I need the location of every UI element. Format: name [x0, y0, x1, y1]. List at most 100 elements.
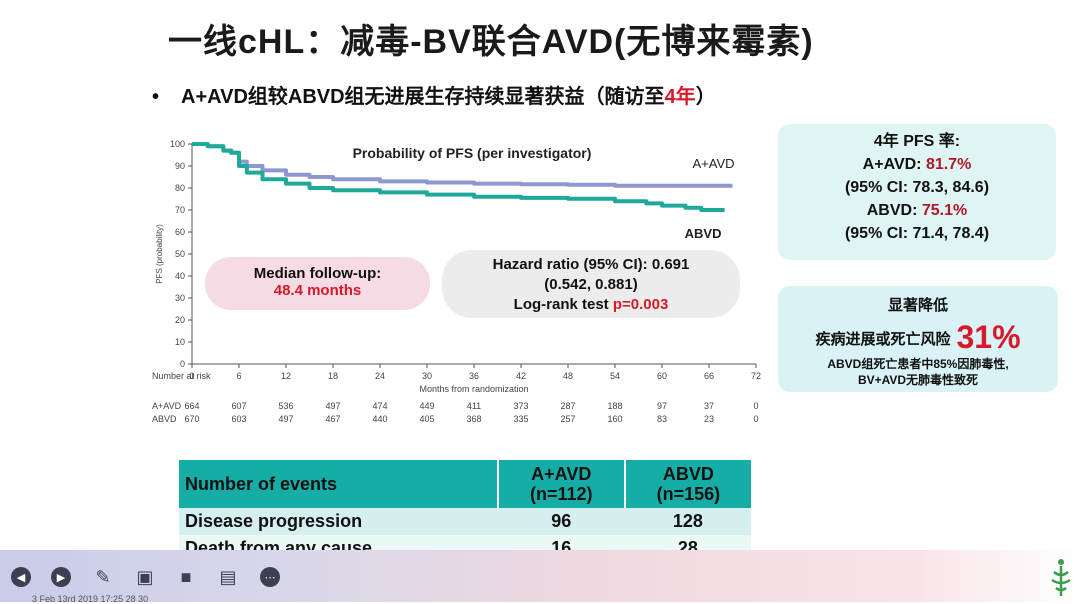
risk-box-note2: BV+AVD无肺毒性致死 — [857, 373, 979, 387]
x-tick-label: 66 — [704, 371, 714, 381]
table-row: Disease progression 96 128 — [179, 508, 751, 535]
events-header-row: Number of events A+AVD (n=112) ABVD (n=156… — [179, 460, 751, 508]
risk-count: 603 — [231, 414, 246, 424]
risk-count: 670 — [184, 414, 199, 424]
y-tick-label: 10 — [175, 337, 185, 347]
risk-count: 23 — [704, 414, 714, 424]
x-tick-label: 60 — [657, 371, 667, 381]
risk-count: 405 — [419, 414, 434, 424]
risk-count: 373 — [513, 401, 528, 411]
pfs-aavd-ci: (95% CI: 78.3, 84.6) — [844, 179, 990, 196]
bullet-highlight: 4年 — [664, 86, 696, 108]
events-col-abvd-n: (n=156) — [656, 484, 721, 504]
hazard-ratio-line1: Hazard ratio (95% CI): 0.691 — [492, 256, 690, 273]
pfs-box-title: 4年 PFS 率: — [873, 133, 961, 150]
x-tick-label: 48 — [563, 371, 573, 381]
events-header: Number of events — [179, 460, 498, 508]
y-tick-label: 90 — [175, 161, 185, 171]
risk-count: 497 — [278, 414, 293, 424]
y-tick-label: 0 — [180, 359, 185, 369]
subtitle-icon[interactable]: ▤ — [219, 567, 237, 587]
logrank-p: p=0.003 — [612, 296, 669, 313]
x-tick-label: 42 — [516, 371, 526, 381]
risk-count: 335 — [513, 414, 528, 424]
series-line-abvd — [192, 142, 725, 212]
risk-count: 37 — [704, 401, 714, 411]
risk-box-percent: 31% — [956, 319, 1021, 355]
x-tick-label: 18 — [328, 371, 338, 381]
risk-count: 368 — [466, 414, 481, 424]
x-tick-label: 12 — [281, 371, 291, 381]
logrank-line: Log-rank test p=0.003 — [442, 295, 740, 315]
y-axis-label: PFS (probability) — [155, 224, 164, 284]
pfs-aavd-line: A+AVD: 81.7% — [778, 153, 1056, 176]
events-col-aavd-n: (n=112) — [530, 484, 593, 504]
y-tick-label: 80 — [175, 183, 185, 193]
more-icon[interactable]: ⋯ — [259, 566, 281, 588]
risk-reduction-box: 显著降低 疾病进展或死亡风险 31% ABVD组死亡患者中85%因肺毒性, BV+… — [778, 286, 1058, 392]
chart-title: Probability of PFS (per investigator) — [353, 145, 592, 161]
risk-row-label: A+AVD — [152, 401, 182, 411]
median-followup-label: Median follow-up: — [253, 265, 382, 282]
x-axis-label: Months from randomization — [419, 384, 528, 394]
risk-count: 97 — [657, 401, 667, 411]
x-tick-label: 72 — [751, 371, 761, 381]
risk-row-label: ABVD — [152, 414, 177, 424]
row-value-aavd: 96 — [497, 508, 625, 535]
risk-count: 474 — [372, 401, 387, 411]
pen-icon[interactable]: ✎ — [95, 567, 111, 587]
risk-table-header: Number at risk — [152, 371, 211, 381]
hazard-ratio-line2: (0.542, 0.881) — [544, 276, 638, 293]
risk-box-text: 疾病进展或死亡风险 — [815, 331, 951, 348]
median-followup-box: Median follow-up: 48.4 months — [205, 257, 430, 310]
risk-count: 83 — [657, 414, 667, 424]
risk-box-title: 显著降低 — [887, 297, 948, 314]
x-tick-label: 0 — [189, 371, 194, 381]
logo-icon — [1051, 559, 1071, 596]
pfs-abvd-line: ABVD: 75.1% — [778, 199, 1056, 222]
risk-count: 607 — [231, 401, 246, 411]
risk-count: 467 — [325, 414, 340, 424]
play-icon[interactable]: ▶ — [50, 566, 72, 588]
y-tick-label: 50 — [175, 249, 185, 259]
risk-count: 440 — [372, 414, 387, 424]
slide-title: 一线cHL：减毒-BV联合AVD(无博来霉素) — [168, 23, 814, 61]
bullet-text: A+AVD组较ABVD组无进展生存持续显著获益（随访至 — [181, 86, 665, 108]
bullet-text-end: ） — [695, 86, 716, 108]
risk-box-line: 疾病进展或死亡风险 31% — [778, 319, 1058, 356]
pfs-abvd-label: ABVD: — [866, 202, 922, 219]
events-table: Number of events A+AVD (n=112) ABVD (n=156… — [179, 460, 751, 562]
risk-box-note1: ABVD组死亡患者中85%因肺毒性, — [827, 357, 1009, 371]
player-toolbar — [0, 550, 1080, 602]
x-tick-label: 36 — [469, 371, 479, 381]
row-label: Disease progression — [179, 508, 498, 535]
slide-bullet: • A+AVD组较ABVD组无进展生存持续显著获益（随访至4年） — [152, 80, 716, 109]
x-tick-label: 54 — [610, 371, 620, 381]
row-value-abvd: 128 — [624, 508, 751, 535]
target-icon[interactable]: ▣ — [136, 567, 154, 587]
x-tick-label: 24 — [375, 371, 385, 381]
x-tick-label: 6 — [236, 371, 241, 381]
prev-icon[interactable]: ◀ — [10, 566, 32, 588]
risk-count: 664 — [184, 401, 199, 411]
events-col-aavd: A+AVD (n=112) — [496, 460, 625, 508]
pfs-abvd-ci: (95% CI: 71.4, 78.4) — [844, 225, 990, 242]
logrank-label: Log-rank test — [513, 296, 613, 313]
risk-count: 188 — [607, 401, 622, 411]
hazard-ratio-box: Hazard ratio (95% CI): 0.691 (0.542, 0.8… — [442, 250, 740, 318]
risk-count: 411 — [467, 401, 481, 411]
y-tick-label: 40 — [175, 271, 185, 281]
timestamp: 3 Feb 13rd 2019 17:25 28 30 — [32, 594, 149, 604]
camera-icon[interactable]: ■ — [180, 567, 192, 587]
pfs-aavd-value: 81.7% — [925, 156, 972, 173]
events-col-aavd-name: A+AVD — [531, 464, 592, 484]
pfs-abvd-value: 75.1% — [921, 202, 968, 219]
risk-count: 257 — [560, 414, 575, 424]
risk-count: 449 — [419, 401, 434, 411]
y-tick-label: 30 — [175, 293, 185, 303]
risk-count: 0 — [753, 414, 758, 424]
median-followup-value: 48.4 months — [273, 282, 362, 299]
pfs-rate-box: 4年 PFS 率: A+AVD: 81.7% (95% CI: 78.3, 84… — [778, 124, 1056, 260]
risk-count: 536 — [278, 401, 293, 411]
